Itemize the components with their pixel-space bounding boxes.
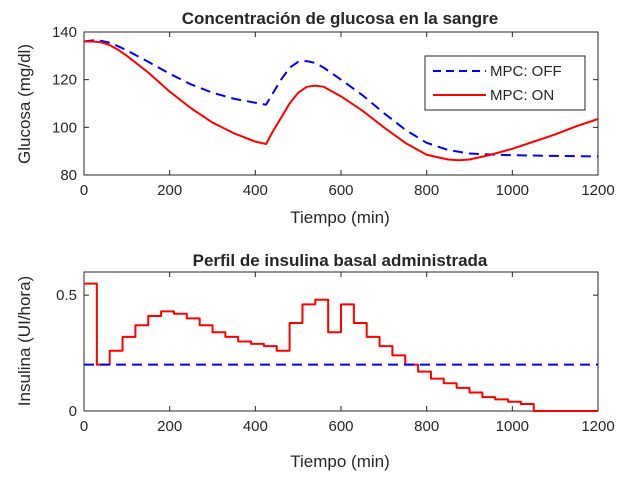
insulin-chart-title: Perfil de insulina basal administrada [193,251,488,270]
insulin-lines [84,282,598,412]
legend-label-mpc-off: MPC: OFF [490,63,562,80]
glucose-chart: Concentración de glucosa en la sangre 0 2… [15,9,615,227]
insulin-series-line-0 [84,282,598,412]
glucose-ytick-label: 100 [52,119,77,136]
insulin-ytick-label: 0 [69,403,77,420]
glucose-ytick-label: 140 [52,24,77,41]
glucose-series-line-1 [84,40,599,162]
insulin-xtick-label: 600 [328,418,353,435]
glucose-xtick-label: 200 [157,182,182,199]
insulin-ticks: 0 200 400 600 800 1000 1200 0 0.5 [56,272,615,435]
insulin-chart: Perfil de insulina basal administrada 0 2… [15,251,615,471]
insulin-ylabel: Insulina (UI/hora) [15,276,34,406]
glucose-xtick-label: 800 [414,182,439,199]
insulin-xtick-label: 400 [243,418,268,435]
glucose-chart-title: Concentración de glucosa en la sangre [182,9,498,28]
glucose-xlabel: Tiempo (min) [290,208,390,227]
glucose-xtick-label: 400 [243,182,268,199]
glucose-xtick-label: 1000 [496,182,529,199]
glucose-xtick-label: 1200 [581,182,614,199]
insulin-xtick-label: 1000 [496,418,529,435]
insulin-ytick-label: 0.5 [56,287,77,304]
legend-box [424,55,586,111]
insulin-plot-area [83,271,599,412]
insulin-xtick-label: 800 [414,418,439,435]
glucose-ticks: 0 200 400 600 800 1000 1200 80 100 120 140 [52,24,615,199]
legend: MPC: OFF MPC: ON [424,55,586,111]
legend-label-mpc-on: MPC: ON [490,87,554,104]
glucose-xtick-label: 600 [328,182,353,199]
glucose-lines [83,39,599,162]
insulin-xtick-label: 0 [80,418,88,435]
glucose-ytick-label: 80 [60,167,77,184]
glucose-ylabel: Glucosa (mg/dl) [15,44,34,164]
insulin-xtick-label: 1200 [581,418,614,435]
insulin-xlabel: Tiempo (min) [290,452,390,471]
glucose-xtick-label: 0 [80,182,88,199]
glucose-ytick-label: 120 [52,72,77,89]
insulin-xtick-label: 200 [157,418,182,435]
